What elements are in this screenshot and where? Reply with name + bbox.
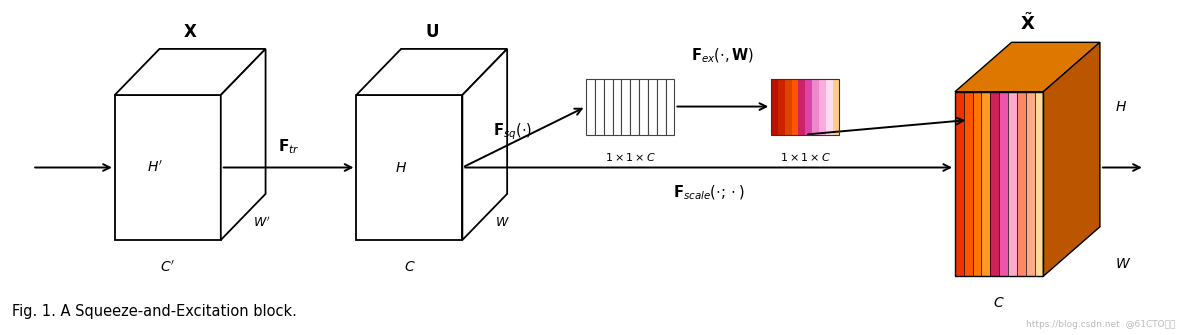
Text: $\mathbf{F}_{scale}(\cdot;\cdot)$: $\mathbf{F}_{scale}(\cdot;\cdot)$ (673, 184, 745, 202)
Text: $\mathbf{F}_{ex}(\cdot,\mathbf{W})$: $\mathbf{F}_{ex}(\cdot,\mathbf{W})$ (691, 47, 754, 65)
Text: $C$: $C$ (993, 296, 1005, 310)
Bar (612, 78, 622, 135)
Text: $W$: $W$ (1115, 257, 1132, 271)
Polygon shape (356, 49, 507, 95)
Bar (792, 78, 798, 135)
Polygon shape (220, 49, 265, 240)
Bar (622, 78, 630, 135)
Bar (832, 78, 839, 135)
Bar (785, 78, 792, 135)
Polygon shape (982, 92, 990, 276)
Text: $H'$: $H'$ (147, 160, 163, 175)
Polygon shape (115, 49, 265, 95)
Polygon shape (1008, 92, 1017, 276)
Polygon shape (1017, 92, 1025, 276)
Text: $C'$: $C'$ (160, 260, 175, 275)
Bar (665, 78, 675, 135)
Bar (604, 78, 612, 135)
Bar (594, 78, 604, 135)
Text: $\mathbf{F}_{tr}$: $\mathbf{F}_{tr}$ (278, 137, 300, 156)
Text: $H$: $H$ (394, 160, 407, 175)
Bar (657, 78, 665, 135)
Polygon shape (955, 42, 1100, 92)
Polygon shape (356, 95, 463, 240)
Text: $H$: $H$ (1115, 100, 1127, 114)
Polygon shape (955, 92, 964, 276)
Text: $\tilde{\mathbf{X}}$: $\tilde{\mathbf{X}}$ (1019, 13, 1035, 34)
Bar (639, 78, 648, 135)
Text: https://blog.csdn.net  @61CTO博客: https://blog.csdn.net @61CTO博客 (1027, 320, 1176, 329)
Polygon shape (1043, 42, 1100, 276)
Text: $\mathbf{F}_{sq}(\cdot)$: $\mathbf{F}_{sq}(\cdot)$ (494, 122, 533, 142)
Bar (805, 78, 812, 135)
Bar (586, 78, 594, 135)
Polygon shape (964, 92, 972, 276)
Polygon shape (999, 92, 1008, 276)
Polygon shape (1025, 92, 1035, 276)
Bar (778, 78, 785, 135)
Bar (648, 78, 657, 135)
Text: $\mathbf{U}$: $\mathbf{U}$ (425, 23, 439, 41)
Text: $1\times1\times C$: $1\times1\times C$ (605, 151, 656, 163)
Bar (630, 78, 639, 135)
Text: $\mathbf{X}$: $\mathbf{X}$ (182, 23, 198, 41)
Polygon shape (972, 92, 982, 276)
Polygon shape (990, 92, 999, 276)
Bar (771, 78, 839, 135)
Bar (825, 78, 832, 135)
Bar (812, 78, 819, 135)
Text: $1\times1\times C$: $1\times1\times C$ (780, 151, 831, 163)
Text: $W'$: $W'$ (253, 215, 270, 230)
Text: $W$: $W$ (495, 216, 509, 229)
Polygon shape (463, 49, 507, 240)
Bar (798, 78, 805, 135)
Text: $C$: $C$ (404, 260, 416, 274)
Text: Fig. 1. A Squeeze-and-Excitation block.: Fig. 1. A Squeeze-and-Excitation block. (12, 304, 297, 319)
Polygon shape (1035, 92, 1043, 276)
Polygon shape (115, 95, 220, 240)
Bar (771, 78, 778, 135)
Bar (819, 78, 825, 135)
